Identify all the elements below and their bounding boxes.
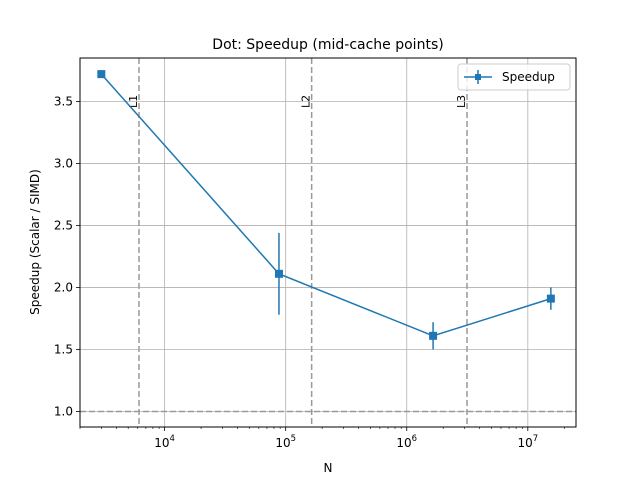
plot-frame [79,57,577,428]
y-tick-label: 2.5 [54,218,73,232]
series-speedup [97,70,555,350]
x-tick-label: 104 [154,434,175,450]
cache-label-l3: L3 [455,95,468,108]
data-point-speedup [546,294,555,303]
cache-label-l2: L2 [300,95,313,108]
y-tick-label: 1.0 [54,404,73,418]
x-axis-label: N [324,461,333,475]
legend-box [457,63,571,91]
y-axis-label: Speedup (Scalar / SIMD) [28,169,42,315]
y-tick-label: 3.0 [54,156,73,170]
series-line-speedup [100,73,552,337]
y-tick-label: 3.5 [54,94,73,108]
data-point-speedup [274,269,283,278]
legend-marker-square [475,74,481,80]
x-tick-label: 107 [517,434,538,450]
x-tick-label: 105 [275,434,296,450]
cache-label-l1: L1 [127,95,140,108]
chart-title: Dot: Speedup (mid-cache points) [212,37,443,53]
y-axis-ticks: 1.0 1.5 2.0 2.5 3.0 3.5 [54,94,80,418]
reference-lines: L1 L2 L3 [80,58,576,427]
legend-entry-speedup: Speedup [502,70,555,84]
y-tick-label: 2.0 [54,280,73,294]
x-axis-ticks: 104 105 106 107 [79,427,565,450]
data-point-speedup [429,331,438,340]
grid [80,58,576,427]
y-tick-label: 1.5 [54,342,73,356]
legend: Speedup [457,63,571,91]
x-tick-label: 106 [396,434,417,450]
data-point-speedup [97,70,106,79]
